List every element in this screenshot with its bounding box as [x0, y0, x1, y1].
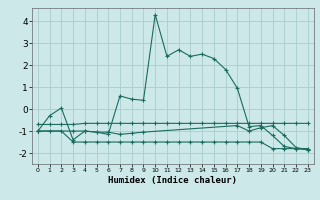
X-axis label: Humidex (Indice chaleur): Humidex (Indice chaleur) — [108, 176, 237, 185]
